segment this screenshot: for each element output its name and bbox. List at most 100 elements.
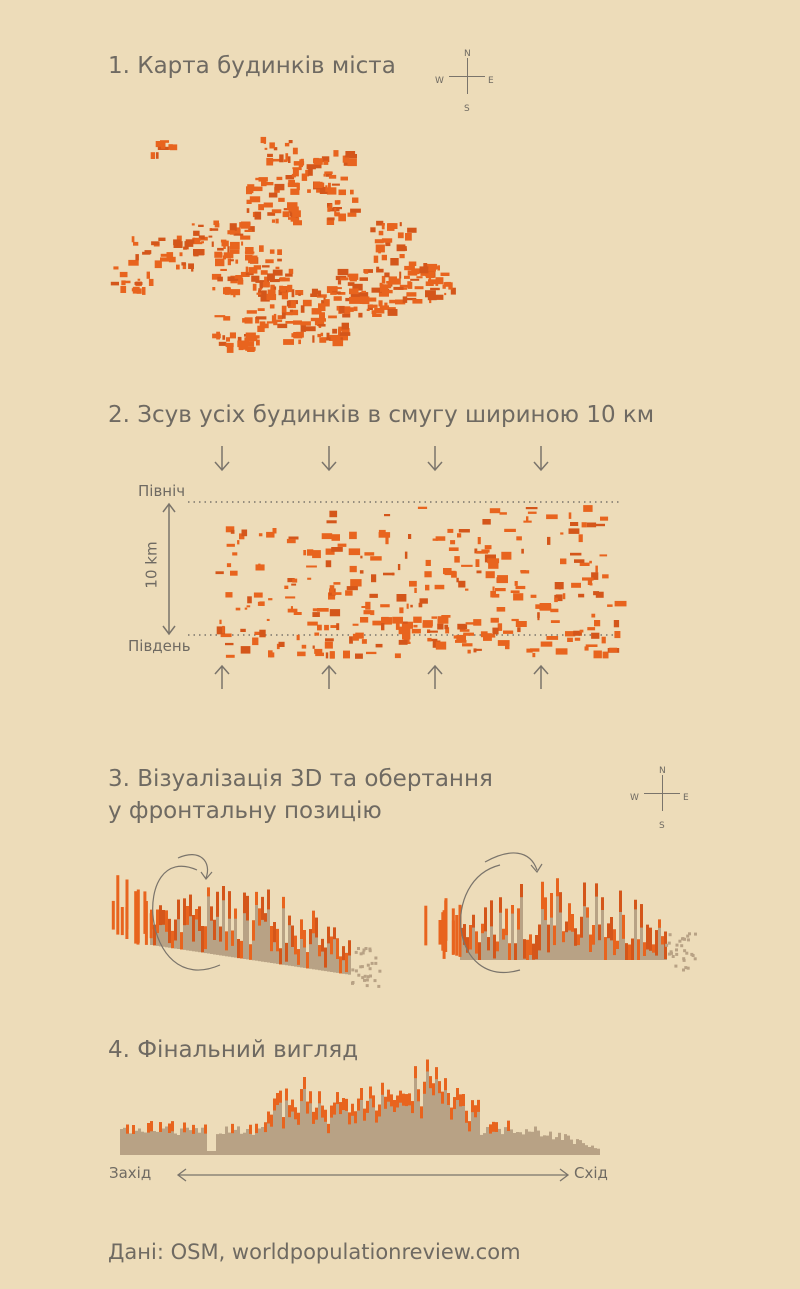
building-footprint [181, 262, 186, 266]
building-footprint [191, 223, 195, 226]
building-footprint [437, 623, 444, 630]
building-footprint [350, 189, 354, 195]
building-footprint [562, 593, 566, 600]
building-footprint [150, 152, 155, 159]
building-footprint [293, 320, 302, 325]
building-footprint [244, 229, 252, 232]
building-footprint [591, 613, 596, 618]
building-footprint [371, 287, 382, 293]
building-column-base [186, 906, 189, 951]
building-footprint [296, 182, 300, 191]
building-footprint [313, 158, 323, 165]
building-footprint [530, 648, 540, 652]
skyline-column-top [342, 1098, 345, 1110]
skyline-column [588, 1147, 591, 1155]
building-dot [377, 984, 381, 988]
building-footprint [485, 571, 495, 579]
west-label: Захід [109, 1164, 152, 1182]
building-footprint [283, 159, 288, 163]
building-footprint [211, 273, 222, 280]
building-footprint [579, 562, 590, 566]
building-footprint [453, 635, 459, 639]
building-column-top [153, 924, 156, 946]
building-column-top [535, 935, 538, 960]
skyline-column [339, 1102, 342, 1155]
building-footprint [396, 244, 406, 252]
building-footprint [435, 536, 446, 541]
skyline-column-top [255, 1123, 258, 1134]
building-column-base [189, 894, 192, 951]
building-column-top [490, 900, 493, 927]
building-footprint [520, 570, 530, 574]
building-footprint [365, 601, 371, 610]
building-footprint [414, 286, 424, 290]
building-footprint [465, 588, 469, 591]
building-dot [368, 949, 372, 953]
building-footprint [307, 577, 312, 580]
building-footprint [489, 508, 501, 514]
building-footprint [384, 272, 390, 278]
building-footprint [245, 346, 256, 351]
building-footprint [329, 510, 338, 518]
building-column-top [228, 891, 231, 919]
building-footprint [227, 246, 230, 254]
skyline-column [396, 1095, 399, 1155]
skyline-column [138, 1128, 141, 1155]
skyline-column [471, 1100, 474, 1155]
building-footprint [318, 303, 326, 312]
building-column-top [469, 925, 472, 950]
skyline-column [240, 1133, 243, 1155]
skyline-column [300, 1089, 303, 1155]
building-footprint [257, 601, 265, 606]
building-column-top [125, 879, 129, 930]
skyline-column-top [318, 1091, 321, 1104]
skyline-column [144, 1132, 147, 1155]
skyline-column [483, 1133, 486, 1155]
building-column-top [458, 904, 462, 957]
building-footprint [272, 528, 277, 534]
building-column-top [324, 947, 327, 968]
skyline-column-top [444, 1078, 447, 1091]
building-footprint [296, 634, 300, 641]
skyline-column [225, 1126, 228, 1155]
building-footprint [369, 593, 378, 598]
building-footprint [247, 596, 252, 604]
building-column-top [125, 907, 129, 939]
skyline-column [246, 1129, 249, 1155]
rotation-arrow-right [460, 852, 543, 973]
building-dot [667, 952, 671, 956]
skyline-column [522, 1134, 525, 1155]
building-footprint [459, 629, 470, 632]
building-footprint [193, 230, 200, 236]
building-column-top [520, 884, 523, 898]
building-column-base [282, 896, 285, 965]
building-column-base [472, 914, 475, 960]
building-footprint [241, 529, 248, 537]
building-column-base [327, 926, 330, 972]
building-column-top [192, 915, 195, 942]
building-footprint [284, 585, 289, 589]
building-column-top [291, 925, 294, 947]
building-footprint [474, 548, 478, 554]
building-footprint [323, 160, 329, 165]
building-footprint [158, 237, 166, 241]
building-footprint [362, 300, 369, 305]
building-footprint [328, 592, 336, 600]
building-footprint [261, 181, 267, 187]
building-footprint [445, 281, 451, 285]
building-column-base [580, 916, 583, 960]
building-dot [351, 968, 355, 972]
building-footprint [387, 283, 392, 289]
building-footprint [467, 649, 471, 654]
building-footprint [287, 300, 296, 309]
skyline-column [477, 1099, 480, 1155]
skyline-column [441, 1091, 444, 1155]
building-footprint [252, 283, 257, 291]
building-footprint [287, 202, 298, 211]
building-footprint [258, 177, 268, 182]
building-column-top [502, 928, 505, 940]
building-footprint [405, 233, 412, 241]
skyline-column-top [315, 1107, 318, 1120]
building-column-top [484, 907, 487, 932]
